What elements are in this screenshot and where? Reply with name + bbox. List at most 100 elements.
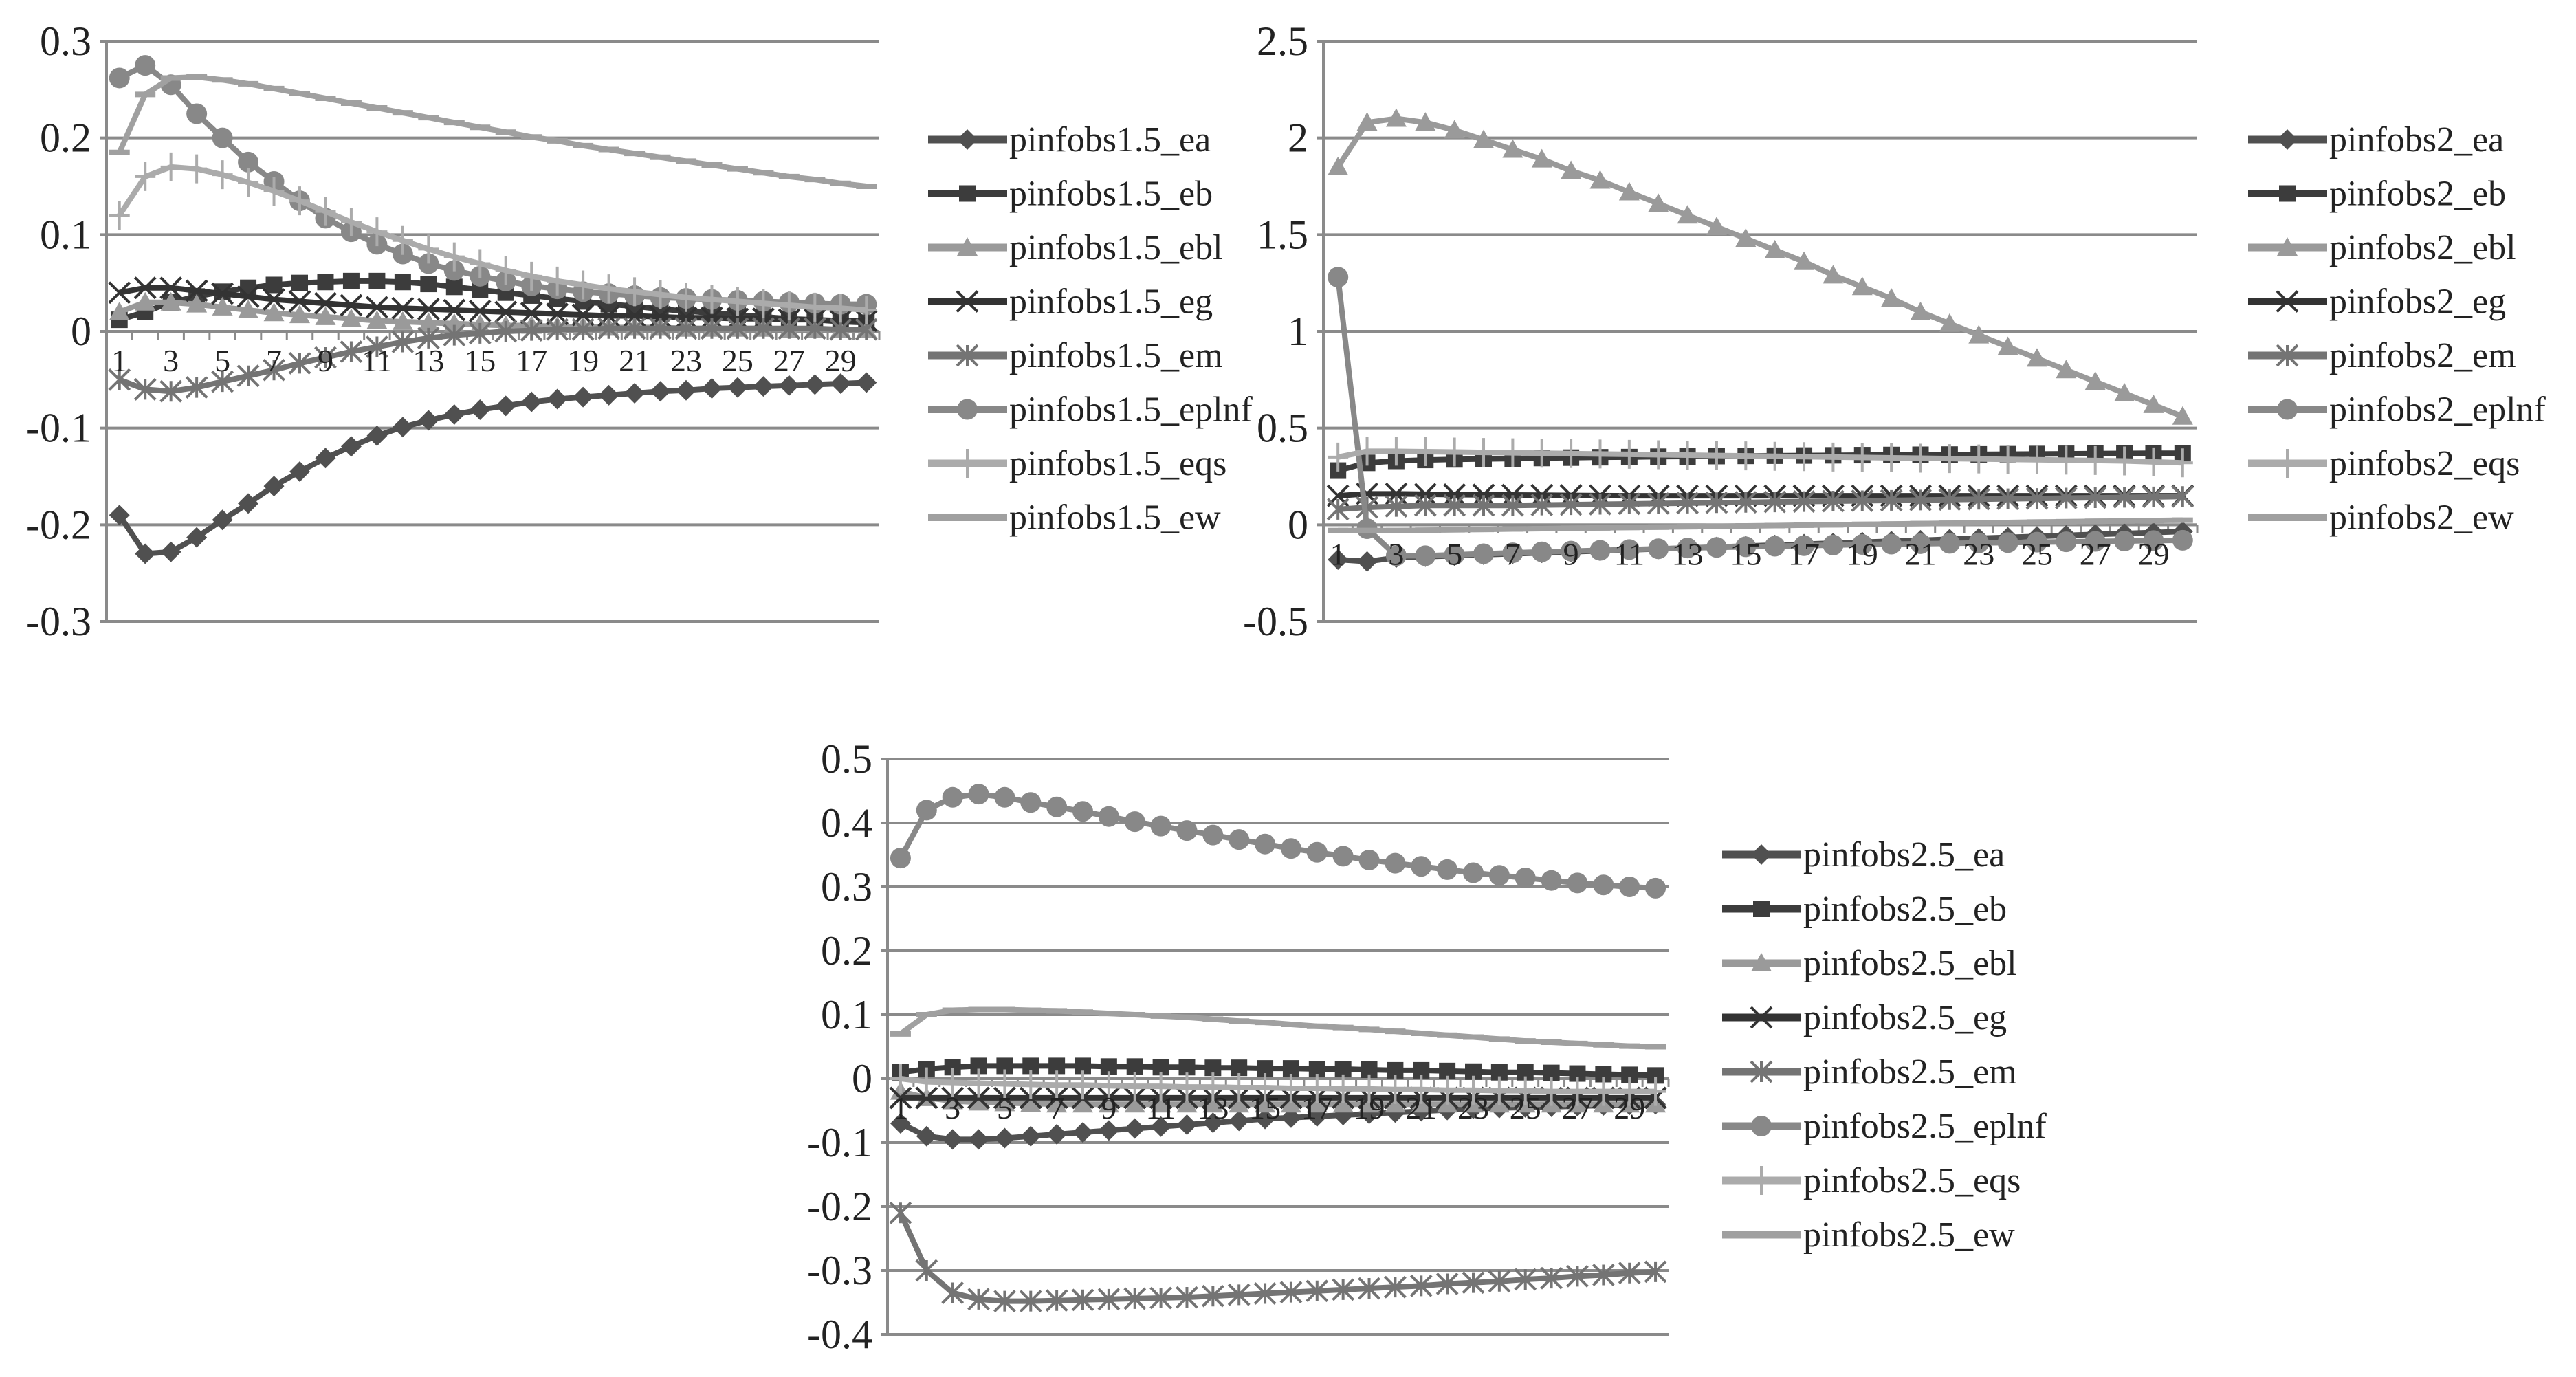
data-point: [571, 318, 595, 341]
data-point: [317, 274, 334, 291]
data-point: [1531, 541, 1552, 562]
data-point: [1561, 540, 1582, 562]
data-point: [1938, 488, 1961, 511]
x-tick-label: 1: [892, 1090, 908, 1125]
data-point: [468, 300, 492, 322]
legend-label: pinfobs1.5_eplnf: [1009, 390, 1253, 430]
x-tick-label: 23: [1963, 536, 1994, 571]
data-point: [109, 67, 130, 89]
x-tick-label: 29: [1614, 1090, 1645, 1125]
legend-label: pinfobs2_eqs: [2329, 444, 2520, 483]
data-point: [1255, 1073, 1276, 1103]
data-point: [443, 313, 465, 332]
data-point: [340, 294, 363, 317]
y-tick-label: -0.1: [26, 406, 91, 451]
data-point: [1124, 1072, 1145, 1101]
legend-item: pinfobs2.5_eg: [1722, 998, 2007, 1037]
data-point: [916, 800, 937, 821]
data-point: [830, 294, 851, 323]
legend-item: pinfobs2.5_eb: [1722, 890, 2007, 929]
x-tick-label: 15: [1249, 1090, 1281, 1125]
data-point: [108, 368, 131, 391]
data-point: [1176, 1114, 1198, 1135]
data-point: [211, 370, 234, 393]
data-point: [289, 461, 310, 482]
data-point: [135, 162, 156, 191]
x-tick-label: 11: [362, 343, 392, 378]
data-point: [494, 300, 518, 324]
data-point: [1566, 1264, 1589, 1288]
data-point: [830, 373, 851, 394]
data-point: [1501, 494, 1524, 517]
data-point: [674, 317, 698, 340]
data-point: [211, 282, 234, 305]
data-point: [1358, 1074, 1380, 1103]
legend-label: pinfobs2_eb: [2329, 175, 2506, 214]
data-point: [1020, 792, 1042, 813]
data-point: [1515, 867, 1536, 888]
legend-item: pinfobs1.5_eqs: [928, 444, 1226, 483]
data-point: [1385, 545, 1407, 566]
x-tick-label: 7: [266, 343, 282, 378]
data-point: [778, 317, 801, 340]
y-tick-label: 0.2: [821, 928, 872, 973]
data-point: [2054, 487, 2078, 509]
data-point: [1488, 1270, 1511, 1293]
data-point: [160, 541, 181, 562]
data-point: [160, 152, 181, 181]
data-point: [186, 103, 208, 124]
data-point: [778, 291, 800, 320]
data-point: [2143, 394, 2164, 413]
y-tick-label: -0.3: [26, 599, 91, 644]
chart-pinfobs1-5: -0.3-0.2-0.100.10.20.31 3 5 7 9 11 13 15 17 19 21 2…: [26, 19, 1253, 644]
data-point: [727, 377, 748, 398]
data-point: [726, 317, 749, 340]
legend-marker-icon: [957, 237, 978, 256]
legend: pinfobs2.5_ea pinfobs2.5_eb pinfobs2.5_ebl…: [1722, 835, 2047, 1255]
data-point: [418, 410, 439, 431]
x-tick-label: 17: [516, 343, 547, 378]
data-point: [135, 291, 156, 311]
data-point: [1463, 862, 1484, 883]
y-tick-label: 0.3: [821, 864, 872, 910]
data-point: [1567, 1077, 1588, 1106]
legend-label: pinfobs1.5_ew: [1009, 498, 1221, 538]
legend-label: pinfobs2.5_eplnf: [1803, 1107, 2047, 1146]
x-tick-label: 15: [1730, 536, 1761, 571]
data-point: [1589, 540, 1611, 561]
legend-marker-icon: [957, 399, 978, 420]
data-point: [1676, 492, 1699, 515]
data-point: [968, 784, 989, 805]
x-tick-label: 9: [318, 343, 333, 378]
x-tick-label: 29: [2137, 536, 2169, 571]
data-point: [804, 374, 826, 395]
data-point: [1910, 443, 1931, 473]
data-point: [856, 372, 877, 393]
y-tick-label: 0.5: [1257, 406, 1308, 451]
data-point: [1411, 1075, 1432, 1104]
data-point: [1072, 801, 1093, 822]
legend-marker-icon: [957, 129, 978, 150]
legend-item: pinfobs2.5_ea: [1722, 835, 2005, 874]
data-point: [674, 306, 698, 329]
data-point: [236, 285, 260, 308]
series-line: [898, 791, 1656, 891]
data-point: [1618, 539, 1640, 560]
data-point: [2172, 529, 2193, 551]
data-point: [1437, 859, 1458, 880]
data-point: [2025, 487, 2049, 510]
data-point: [1763, 490, 1787, 514]
data-point: [1356, 437, 1378, 466]
data-point: [1280, 1073, 1301, 1103]
y-tick-label: 2.5: [1257, 19, 1308, 64]
x-tick-label: 1: [111, 343, 127, 378]
data-point: [135, 543, 156, 564]
data-point: [1619, 1077, 1640, 1106]
data-point: [941, 1086, 965, 1110]
data-point: [1020, 1093, 1042, 1112]
data-point: [443, 242, 465, 272]
x-tick-label: 3: [163, 343, 179, 378]
data-point: [1415, 112, 1436, 131]
data-point: [2084, 486, 2107, 509]
data-point: [624, 383, 646, 404]
